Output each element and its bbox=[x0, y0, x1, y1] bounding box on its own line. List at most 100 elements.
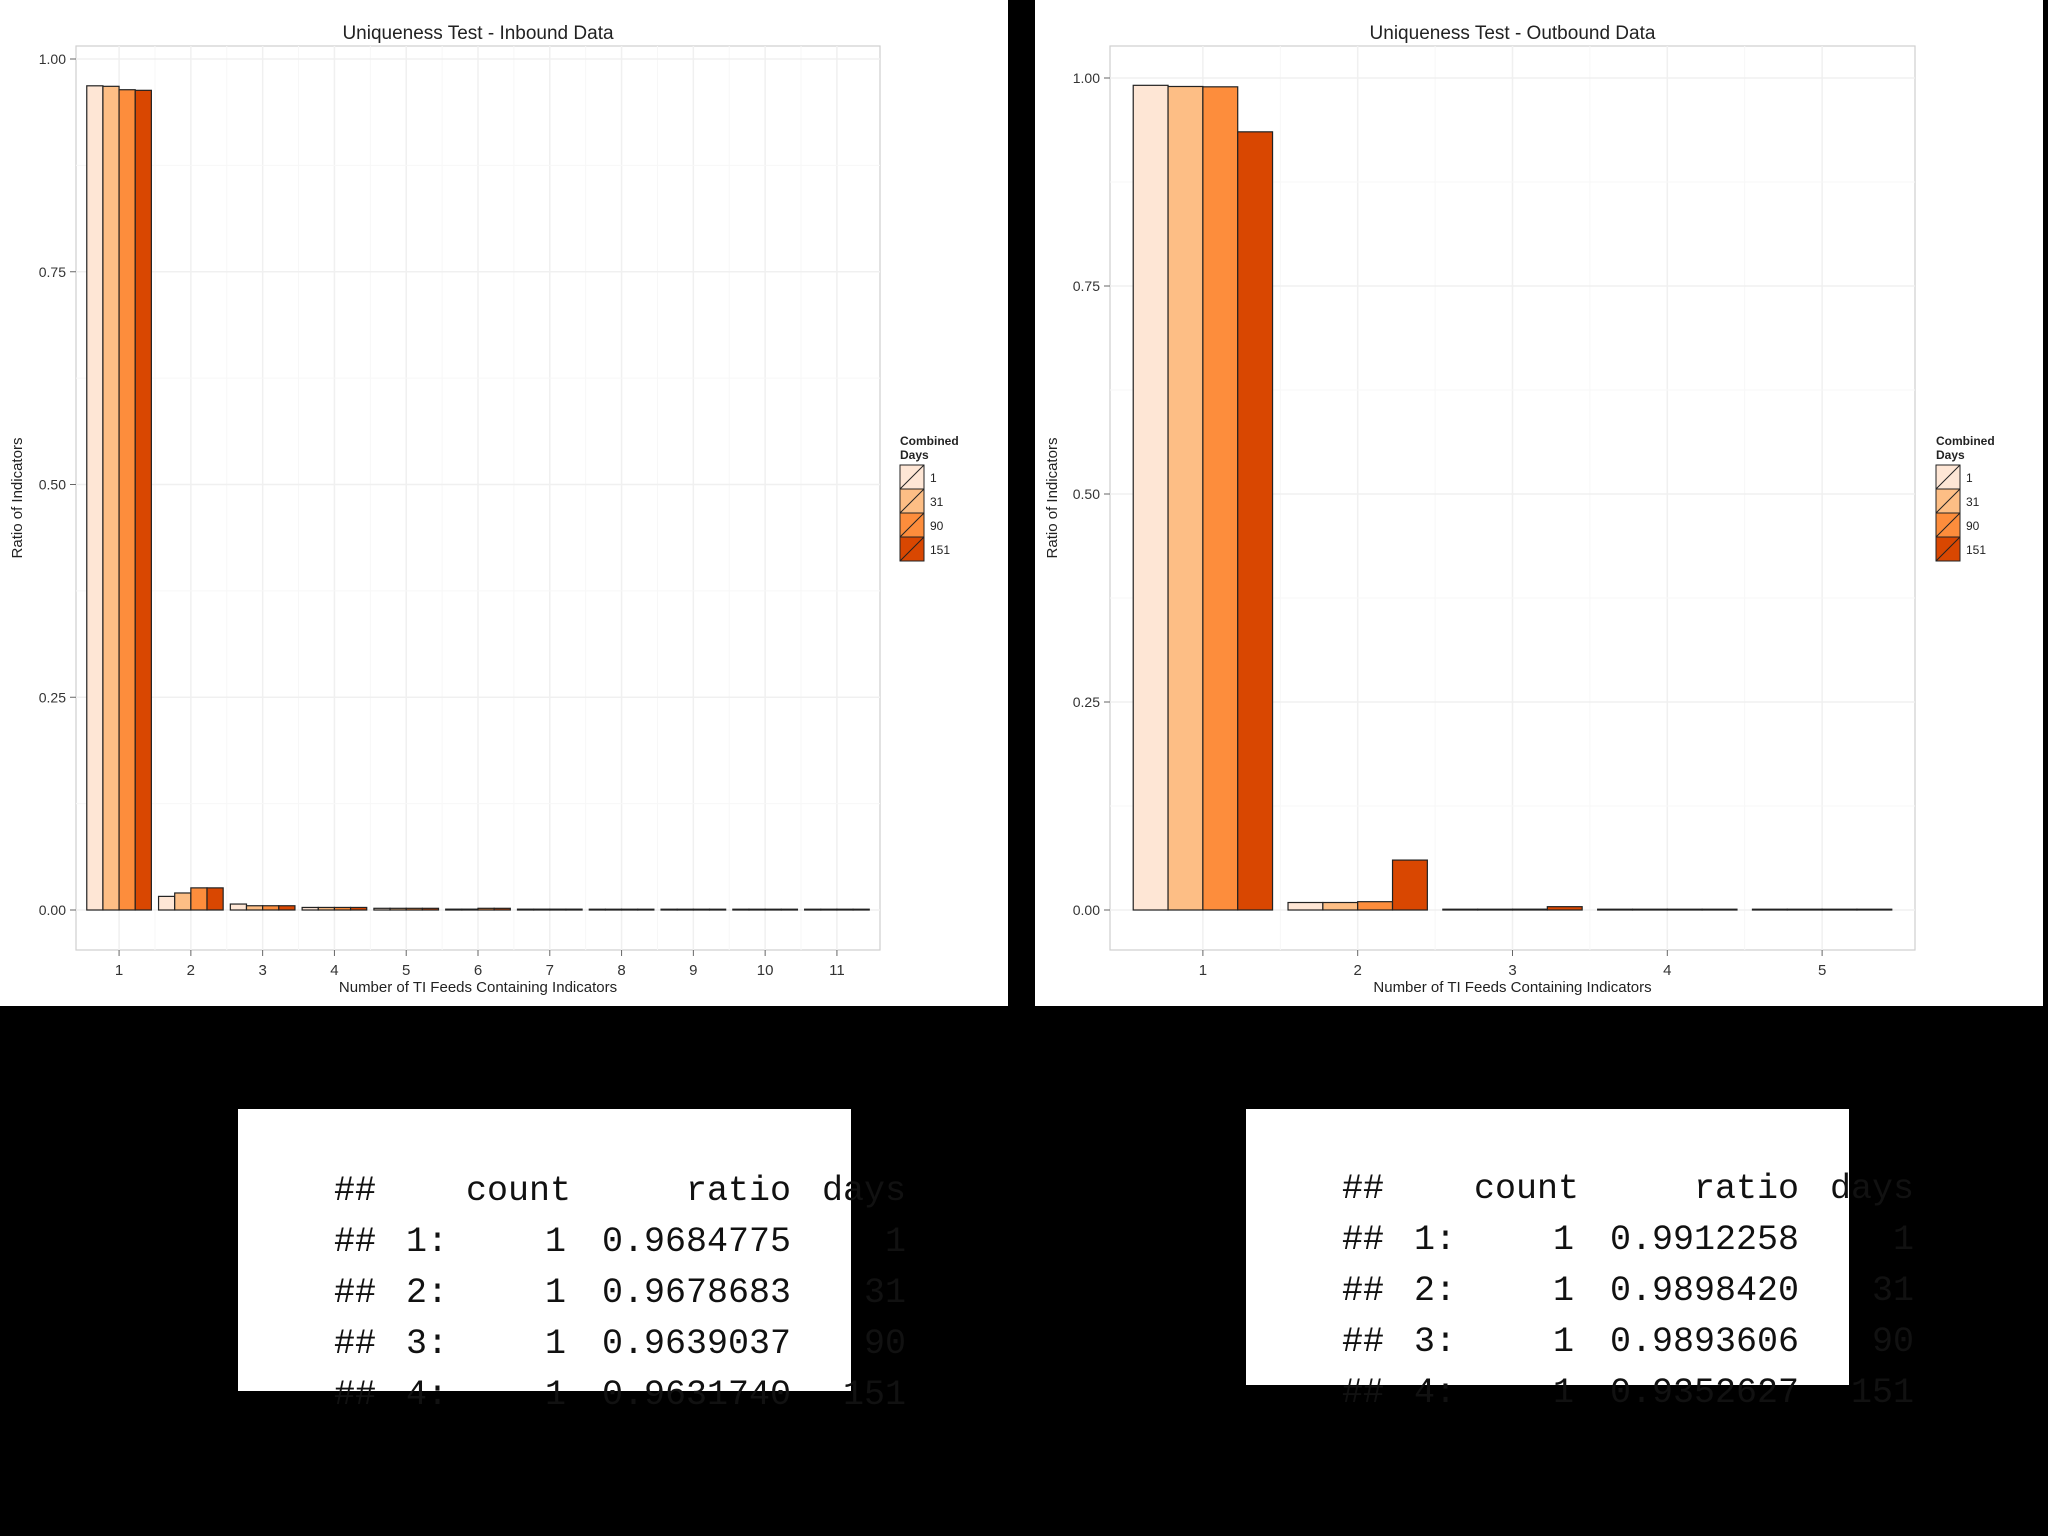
row-hash: ## bbox=[1342, 1322, 1385, 1362]
bars bbox=[1132, 84, 1893, 911]
bar bbox=[1167, 85, 1204, 911]
chart-title: Uniqueness Test - Outbound Data bbox=[1370, 23, 1656, 44]
x-tick-label: 1 bbox=[1199, 962, 1207, 979]
legend-swatch-slash bbox=[1935, 464, 1961, 490]
bar bbox=[118, 89, 136, 911]
table-row: ## 3: 1 0.9639037 90 bbox=[250, 1268, 906, 1364]
table-row: ## 4: 1 0.9352627 151 bbox=[1258, 1317, 1914, 1413]
row-hash: ## bbox=[334, 1324, 377, 1364]
legend-swatch-slash bbox=[1935, 536, 1961, 562]
legend-label: 1 bbox=[930, 471, 937, 485]
bar bbox=[1701, 908, 1738, 911]
bar bbox=[780, 908, 799, 911]
table-row: ## 3: 1 0.9893606 90 bbox=[1258, 1266, 1914, 1362]
row-ratio: 0.9631740 bbox=[601, 1375, 792, 1415]
bar bbox=[1391, 859, 1428, 911]
y-axis-label: Ratio of Indicators bbox=[1044, 438, 1061, 559]
legend-title: Combined bbox=[1936, 434, 1995, 448]
bar bbox=[134, 89, 152, 911]
header-count: count bbox=[1474, 1169, 1580, 1209]
row-days: 90 bbox=[864, 1324, 907, 1364]
bar bbox=[1237, 131, 1274, 911]
x-tick-label: 8 bbox=[617, 962, 625, 979]
bar bbox=[764, 908, 782, 911]
table-row: ## 1: 1 0.9912258 1 bbox=[1258, 1164, 1914, 1260]
bar bbox=[317, 906, 336, 911]
row-ratio: 0.9678683 bbox=[601, 1273, 792, 1313]
bar bbox=[676, 908, 694, 911]
x-tick-label: 2 bbox=[187, 962, 195, 979]
bar bbox=[349, 906, 368, 911]
row-count: 1 bbox=[1553, 1373, 1575, 1413]
bar bbox=[604, 908, 623, 911]
header-hash: ## bbox=[1342, 1169, 1385, 1209]
x-tick-label: 11 bbox=[829, 962, 845, 979]
bar bbox=[157, 895, 176, 911]
bar bbox=[533, 908, 551, 911]
y-tick-label: 0.50 bbox=[1073, 486, 1100, 502]
row-hash: ## bbox=[1342, 1373, 1385, 1413]
table-row: ## 1: 1 0.9684775 1 bbox=[250, 1166, 906, 1262]
row-ratio: 0.9898420 bbox=[1609, 1271, 1800, 1311]
x-tick-label: 3 bbox=[1508, 962, 1516, 979]
bar bbox=[708, 908, 727, 911]
bar bbox=[588, 908, 607, 911]
row-index: 4: bbox=[406, 1375, 449, 1415]
bar bbox=[102, 85, 120, 911]
header-hash: ## bbox=[334, 1171, 377, 1211]
row-hash: ## bbox=[334, 1375, 377, 1415]
row-hash: ## bbox=[334, 1273, 377, 1313]
x-tick-label: 5 bbox=[402, 962, 410, 979]
row-hash: ## bbox=[1342, 1271, 1385, 1311]
row-ratio: 0.9352627 bbox=[1609, 1373, 1800, 1413]
outbound-chart: 0.00 0.25 0.50 0.75 1.00 1 2 3 4 5 Uniqueness Test… bbox=[1044, 23, 1995, 996]
x-tick-label: 1 bbox=[115, 962, 123, 979]
row-index: 1: bbox=[1414, 1220, 1457, 1260]
header-ratio: ratio bbox=[685, 1171, 792, 1211]
row-count: 1 bbox=[1553, 1220, 1575, 1260]
row-days: 31 bbox=[864, 1273, 907, 1313]
y-tick-label: 0.75 bbox=[39, 264, 66, 280]
inbound-chart-panel: 0.00 0.25 0.50 0.75 1.00 1 2 3 4 5 6 7 8 9 10 11 Uniquen… bbox=[0, 0, 1008, 1006]
row-index: 3: bbox=[406, 1324, 449, 1364]
bar bbox=[1546, 906, 1583, 911]
bar bbox=[1786, 908, 1823, 911]
row-days: 151 bbox=[1851, 1373, 1915, 1413]
legend-label: 31 bbox=[930, 495, 944, 509]
row-count: 1 bbox=[545, 1273, 567, 1313]
y-tick-label: 0.00 bbox=[1073, 902, 1100, 918]
bar bbox=[333, 906, 352, 911]
table-row: ## 2: 1 0.9898420 31 bbox=[1258, 1215, 1914, 1311]
bar bbox=[245, 905, 264, 911]
bar bbox=[1666, 908, 1703, 911]
row-days: 151 bbox=[843, 1375, 907, 1415]
bar bbox=[549, 908, 567, 911]
bar bbox=[445, 908, 463, 911]
outbound-summary-table: ## count ratio days ## 1: 1 0.9912258 1 ## 2: 1 0.… bbox=[1246, 1109, 1914, 1413]
y-tick-label: 0.00 bbox=[39, 902, 66, 918]
row-ratio: 0.9912258 bbox=[1609, 1220, 1800, 1260]
row-count: 1 bbox=[1553, 1322, 1575, 1362]
x-tick-label: 6 bbox=[474, 962, 482, 979]
row-index: 3: bbox=[1414, 1322, 1457, 1362]
row-days: 31 bbox=[1872, 1271, 1915, 1311]
bar bbox=[852, 908, 870, 911]
y-tick-label: 0.75 bbox=[1073, 278, 1100, 294]
bars bbox=[86, 85, 870, 911]
bar bbox=[1477, 908, 1514, 911]
header-days: days bbox=[822, 1171, 907, 1211]
row-hash: ## bbox=[1342, 1220, 1385, 1260]
bar bbox=[660, 908, 678, 911]
bar bbox=[637, 908, 655, 911]
row-days: 90 bbox=[1872, 1322, 1915, 1362]
legend-swatch-slash bbox=[899, 488, 925, 514]
row-count: 1 bbox=[545, 1375, 567, 1415]
x-tick-label: 4 bbox=[1663, 962, 1671, 979]
header-count: count bbox=[466, 1171, 572, 1211]
legend-title: Days bbox=[900, 448, 929, 462]
x-tick-label: 4 bbox=[330, 962, 338, 979]
bar bbox=[421, 907, 440, 911]
bar bbox=[1442, 908, 1479, 911]
bar bbox=[278, 905, 296, 911]
